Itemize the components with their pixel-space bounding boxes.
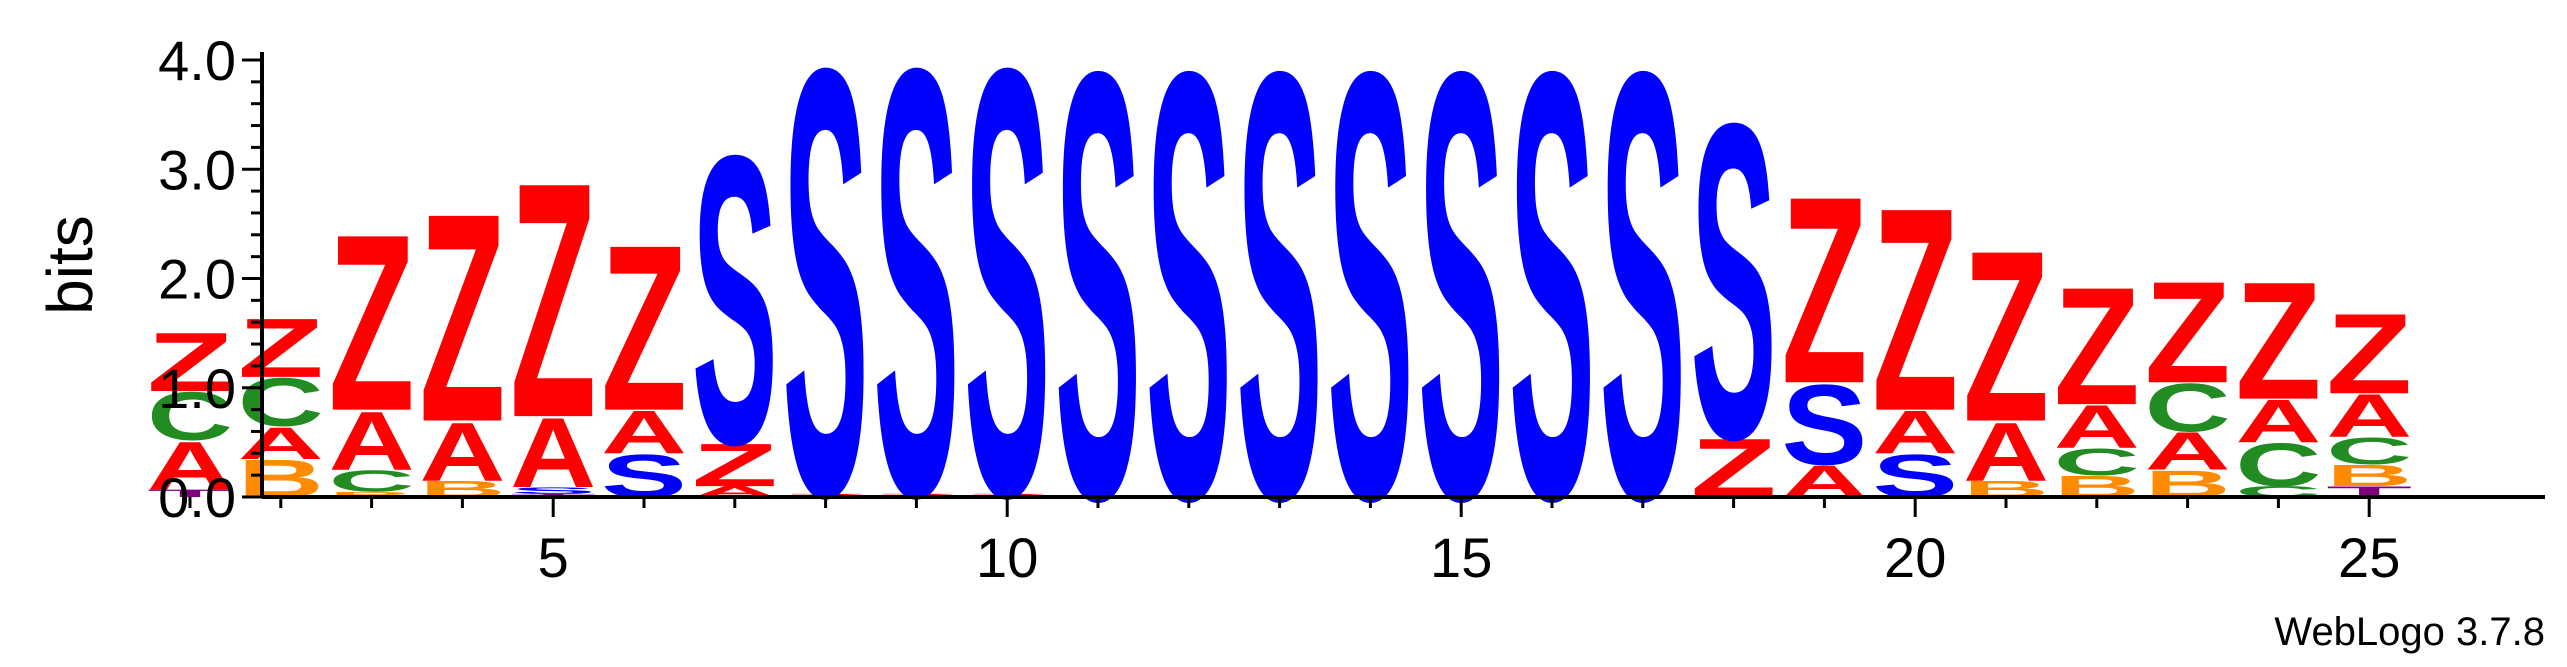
y-tick-label: 0.0 [158,466,236,529]
logo-letter-Z-pos-4: Z [419,152,505,484]
logo-letter-C-pos-1: C [147,378,233,455]
logo-letter-A-pos-25: A [2326,382,2412,450]
logo-letter-S-pos-17: S [1600,0,1686,627]
logo-letter-S-pos-12: S [1146,0,1232,627]
logo-letter-S-pos-8: S [783,0,869,624]
logo-letter-A-pos-1: A [147,427,233,504]
logo-letter-Z-pos-6: Z [601,197,687,461]
logo-letter-S-pos-16: S [1509,0,1595,627]
x-tick-label: 25 [2338,526,2400,589]
logo-letter-Z-pos-25: Z [2326,291,2412,419]
logo-letter-Z-pos-24: Z [2235,247,2321,434]
logo-letter-T-pos-1: T [147,487,233,499]
y-tick-label: 3.0 [158,138,236,201]
logo-letter-A-pos-23: A [2145,421,2231,481]
logo-letter-S-pos-9: S [873,0,959,624]
logo-letter-Z-pos-21: Z [1963,201,2049,473]
logo-letter-S-pos-5: S [510,486,596,496]
logo-letter-Z-pos-1: Z [147,315,233,409]
logo-letter-B-pos-3: B [329,490,415,498]
logo-letter-A-pos-21: A [1963,405,2049,499]
weblogo-credit: WebLogo 3.7.8 [2274,610,2545,654]
logo-letter-S-pos-11: S [1055,0,1141,627]
logo-letter-A-pos-22: A [2054,393,2140,461]
logo-letter-C-pos-3: C [329,464,415,498]
logo-letter-A-pos-24: A [2235,388,2321,456]
logo-letter-Z-pos-23: Z [2145,252,2231,413]
logo-letter-Z-pos-19: Z [1781,142,1867,440]
logo-letter-A-pos-20: A [1872,398,1958,466]
logo-letter-A-pos-2: A [238,418,324,469]
logo-letter-A-pos-5: A [510,398,596,508]
y-tick-label: 1.0 [158,357,236,420]
y-tick-label: 2.0 [158,248,236,311]
logo-letter-C-pos-23: C [2145,369,2231,446]
x-tick-label: 20 [1884,526,1946,589]
axes: 0.0 1.0 2.0 3.0 4.0 5 10 15 20 25 [158,29,2545,589]
logo-letter-A-pos-6: A [601,398,687,466]
x-tick-label: 10 [976,526,1038,589]
logo-letter-A-pos-4: A [419,405,505,499]
y-tick-label: 4.0 [158,29,236,92]
logo-letter-Z-pos-7: Z [692,431,778,499]
x-tick-label: 15 [1430,526,1492,589]
logo-letter-S-pos-10: S [964,0,1050,624]
logo-letter-C-pos-2: C [238,364,324,441]
logo-letter-C-pos-24: C [2235,431,2321,499]
logo-letter-B-pos-25: B [2326,459,2412,493]
logo-letter-Z-pos-20: Z [1872,149,1958,472]
logo-letter-Z-pos-22: Z [2054,252,2140,439]
logo-letter-Z-pos-5: Z [510,112,596,488]
logo-letter-S-pos-13: S [1237,0,1323,627]
logo-letter-C-pos-25: C [2326,430,2412,473]
logo-stacks: TACZBACZBCAZBAZTSAZSAZAZSZSZSZSSSSSSSSZS… [147,0,2412,627]
y-axis-label: bits [34,215,106,315]
logo-letter-S-pos-18: S [1691,30,1777,533]
logo-letter-S-pos-15: S [1418,0,1504,627]
logo-letter-A-pos-3: A [329,394,415,488]
logo-letter-C-pos-22: C [2054,441,2140,484]
logo-letter-Z-pos-2: Z [238,301,324,395]
logo-letter-S-pos-14: S [1327,0,1413,627]
x-tick-label: 5 [538,526,569,589]
logo-letter-S-pos-19: S [1781,361,1867,489]
logo-letter-S-pos-7: S [692,70,778,530]
logo-letter-Z-pos-3: Z [329,182,415,463]
